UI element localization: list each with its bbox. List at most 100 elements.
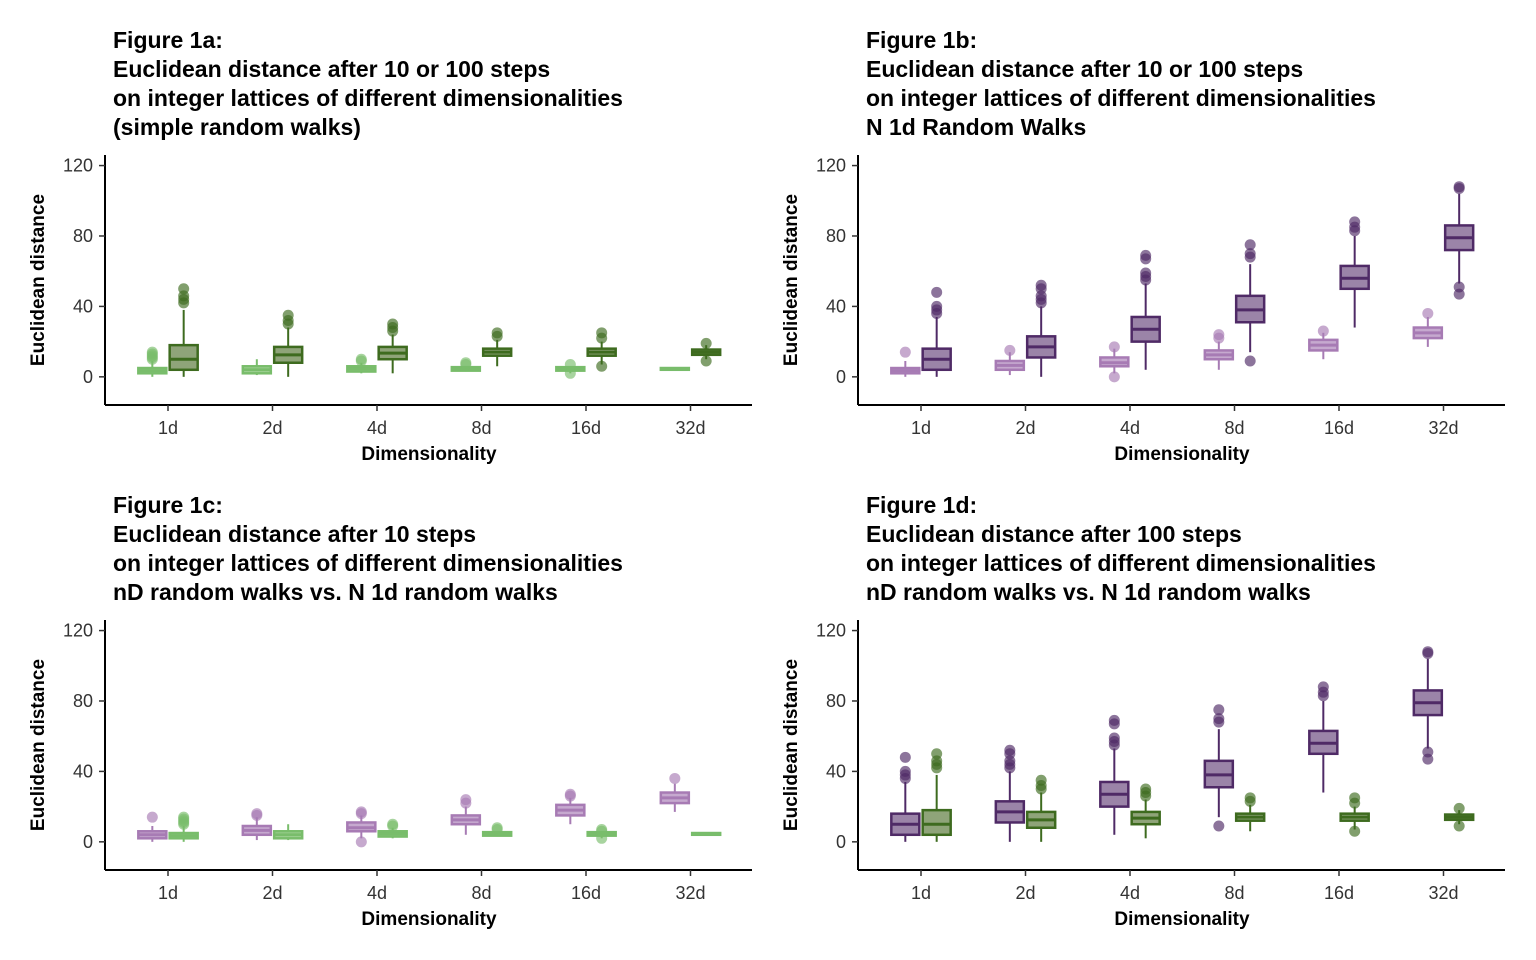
x-tick-label: 8d: [1224, 418, 1244, 438]
box-group: [921, 748, 952, 842]
box-group: [1130, 249, 1161, 370]
outlier-point: [282, 309, 294, 321]
outlier-point: [460, 794, 472, 806]
title-line: Euclidean distance after 10 or 100 steps: [113, 56, 551, 82]
box-group: [168, 811, 199, 842]
y-tick-label: 40: [826, 296, 846, 316]
box-group: [481, 822, 513, 837]
box-group: [272, 824, 304, 841]
outlier-point: [1213, 713, 1225, 725]
y-tick-label: 80: [826, 226, 846, 246]
outlier-point: [1140, 249, 1152, 261]
outlier-point: [178, 283, 190, 295]
box-group: [586, 824, 617, 844]
y-axis-title: Euclidean distance: [781, 194, 802, 366]
box-group: [450, 357, 482, 372]
outlier-point: [1422, 307, 1434, 319]
boxplot-fig1a: Euclidean distance Dimensionality 0 40 80 1…: [28, 155, 752, 465]
outlier-point: [178, 811, 190, 823]
box-group: [1130, 783, 1161, 839]
outlier-point: [931, 748, 943, 760]
y-tick-label: 120: [63, 621, 93, 641]
outlier-point: [700, 355, 712, 367]
box-group: [1203, 704, 1235, 832]
outlier-point: [1453, 820, 1465, 832]
outlier-point: [931, 286, 943, 298]
title-line: on integer lattices of different dimensi…: [113, 85, 623, 111]
outlier-point: [931, 300, 943, 312]
outlier-point: [899, 765, 911, 777]
outlier-point: [1108, 341, 1120, 353]
outlier-point: [1453, 181, 1465, 193]
outlier-point: [1317, 325, 1329, 337]
outlier-point: [1422, 646, 1434, 658]
y-tick-label: 0: [83, 367, 93, 387]
box-group: [890, 751, 921, 842]
outlier-point: [564, 359, 576, 371]
box-group: [1025, 279, 1057, 377]
outlier-point: [146, 346, 158, 358]
title-line: Figure 1d:: [866, 492, 978, 518]
x-tick-label: 16d: [571, 883, 601, 903]
x-tick-label: 1d: [158, 883, 178, 903]
y-tick-label: 80: [826, 691, 846, 711]
x-tick-label: 4d: [1120, 883, 1140, 903]
x-axis-title: Dimensionality: [1114, 909, 1250, 930]
x-tick-label: 32d: [675, 418, 705, 438]
x-axis-title: Dimensionality: [361, 444, 497, 465]
outlier-point: [564, 788, 576, 800]
outlier-point: [1453, 802, 1465, 814]
title-line: nD random walks vs. N 1d random walks: [113, 579, 558, 605]
box-group: [1412, 307, 1444, 347]
outlier-point: [1213, 820, 1225, 832]
x-tick-label: 1d: [911, 418, 931, 438]
box-group: [137, 346, 168, 377]
outlier-point: [669, 772, 681, 784]
y-tick-label: 0: [836, 367, 846, 387]
x-tick-label: 8d: [1224, 883, 1244, 903]
x-tick-label: 16d: [571, 418, 601, 438]
box-group: [690, 831, 722, 837]
boxplot-fig1c: Euclidean distance Dimensionality 0 40 80 1…: [28, 620, 752, 930]
y-tick-label: 40: [73, 761, 93, 781]
chart-title: Figure 1c: Euclidean distance after 10 s…: [113, 491, 623, 607]
box-group: [1339, 792, 1370, 837]
outlier-point: [1004, 344, 1016, 356]
x-tick-label: 16d: [1324, 418, 1354, 438]
outlier-point: [1108, 371, 1120, 383]
outlier-point: [564, 367, 576, 379]
box-group: [994, 344, 1026, 376]
x-tick-label: 1d: [158, 418, 178, 438]
outlier-point: [355, 353, 367, 365]
outlier-point: [1213, 704, 1225, 716]
y-tick-label: 120: [816, 621, 846, 641]
outlier-point: [1244, 792, 1256, 804]
panel-fig1a: Figure 1a: Euclidean distance after 10 o…: [0, 0, 760, 470]
x-tick-label: 2d: [1015, 418, 1035, 438]
panel-fig1c: Figure 1c: Euclidean distance after 10 s…: [0, 465, 760, 935]
x-tick-label: 16d: [1324, 883, 1354, 903]
outlier-point: [1140, 783, 1152, 795]
chart-title: Figure 1b: Euclidean distance after 10 o…: [866, 26, 1376, 142]
outlier-point: [1244, 239, 1256, 251]
outlier-point: [1422, 746, 1434, 758]
x-tick-label: 32d: [1428, 883, 1458, 903]
outlier-point: [899, 751, 911, 763]
outlier-point: [1140, 267, 1152, 279]
box-group: [586, 327, 617, 372]
x-tick-label: 2d: [262, 883, 282, 903]
boxplot-fig1d: Euclidean distance Dimensionality 0 40 80 1…: [781, 620, 1505, 930]
outlier-point: [1244, 248, 1256, 260]
y-tick-label: 40: [826, 761, 846, 781]
outlier-point: [387, 818, 399, 830]
outlier-point: [1108, 732, 1120, 744]
panel-fig1d: Figure 1d: Euclidean distance after 100 …: [753, 465, 1513, 935]
box-group: [555, 359, 586, 379]
outlier-point: [596, 824, 608, 836]
box: [168, 343, 199, 372]
box-group: [168, 283, 199, 377]
box-group: [1339, 216, 1370, 328]
box-group: [377, 818, 408, 839]
box-group: [241, 808, 273, 841]
x-tick-label: 8d: [471, 418, 491, 438]
